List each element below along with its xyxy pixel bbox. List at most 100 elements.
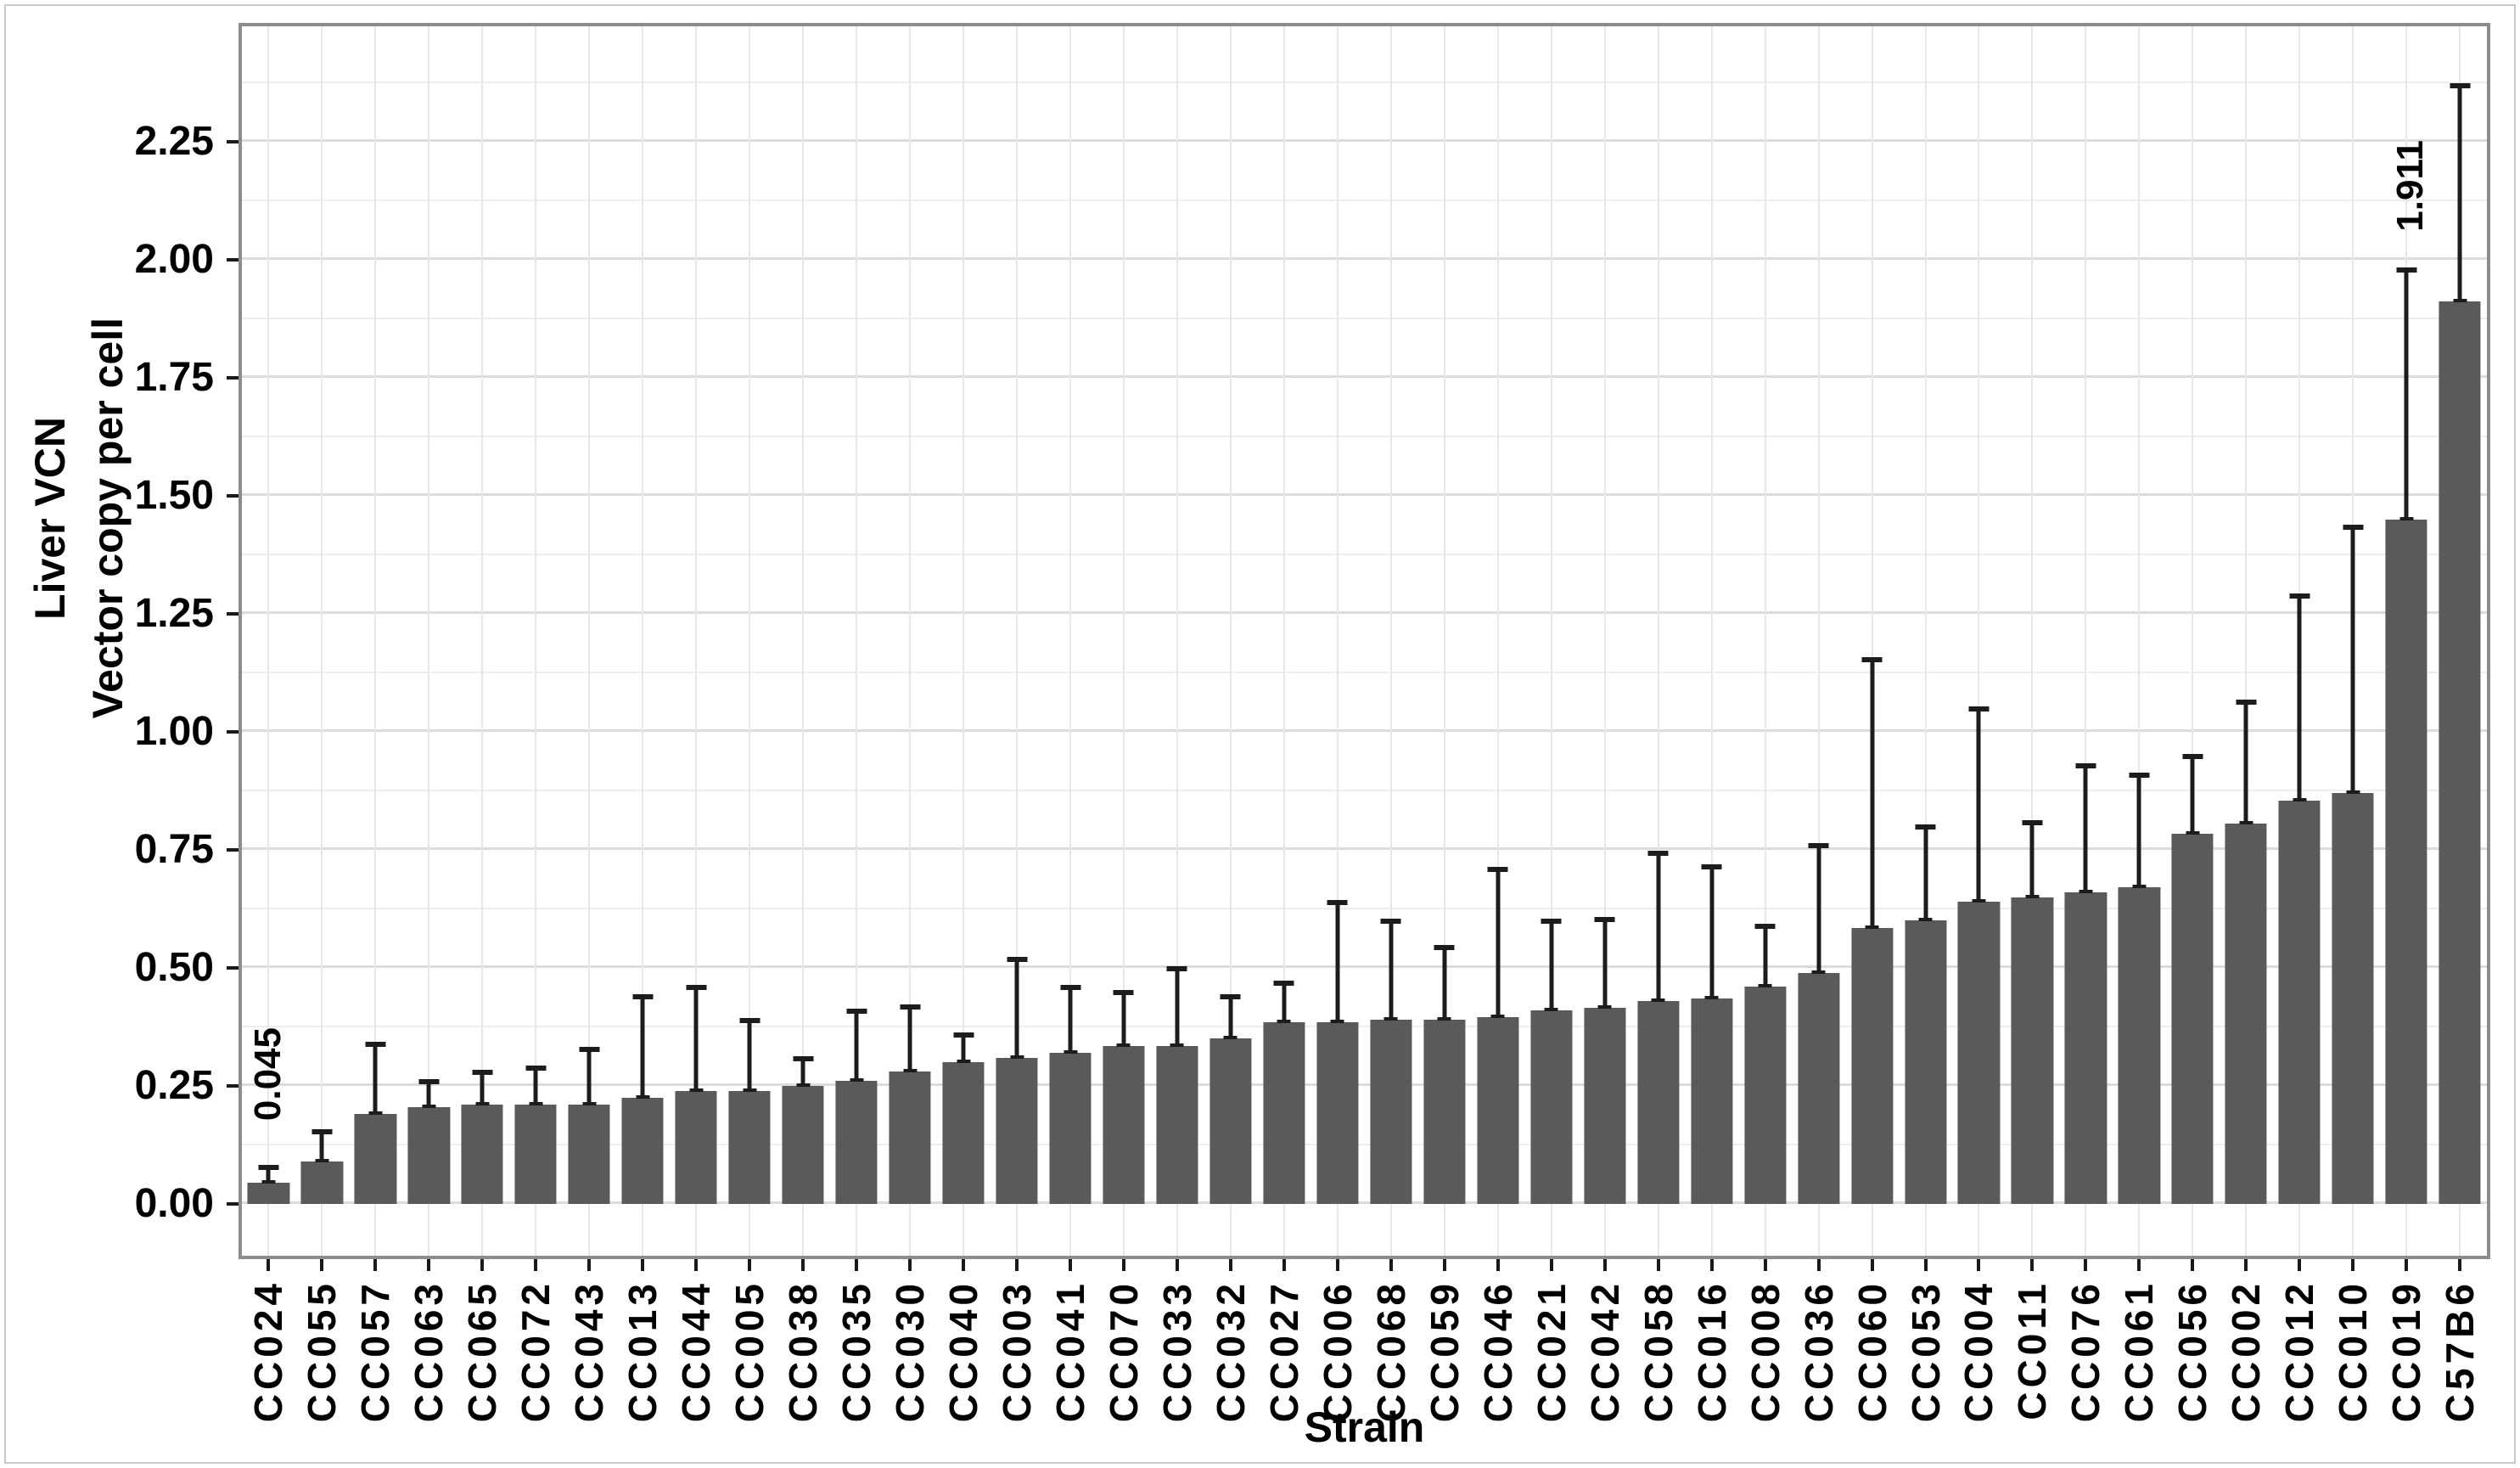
bar (1423, 1020, 1466, 1204)
x-tick-label: CC004 (1956, 1280, 2001, 1423)
error-bar-lower-cap (2453, 299, 2467, 303)
gridline-major (242, 257, 2487, 260)
error-bar-lower-cap (261, 1179, 276, 1184)
y-axis-title-line1: Liver VCN (26, 416, 74, 620)
x-tick-label: CC061 (2117, 1280, 2162, 1423)
y-tick (227, 730, 239, 734)
error-bar-cap (2396, 267, 2417, 273)
bar-slot: CC065 (456, 26, 509, 1422)
error-bar (311, 1128, 333, 1162)
vertical-gridline (1389, 26, 1392, 1256)
x-tick (1442, 1259, 1446, 1271)
x-tick-label: CC016 (1689, 1280, 1734, 1423)
bar (1744, 987, 1787, 1204)
error-bar (686, 985, 707, 1092)
error-bar-lower-cap (1330, 1019, 1344, 1023)
vertical-gridline (1978, 26, 1980, 1256)
bar-slot: CC076 (2059, 26, 2113, 1422)
vertical-gridline (1710, 26, 1713, 1256)
error-bar-lower-cap (422, 1105, 436, 1109)
x-tick-label: CC076 (2063, 1280, 2108, 1423)
y-tick (227, 848, 239, 852)
x-tick-label: CC030 (888, 1280, 933, 1423)
error-bar-lower-cap (1064, 1050, 1078, 1055)
error-bar (1701, 864, 1722, 1000)
bar (1584, 1008, 1626, 1204)
error-bar-lower-cap (2239, 821, 2253, 825)
error-bar (2396, 267, 2417, 520)
x-tick-label: CC046 (1475, 1280, 1520, 1423)
error-bar-cap (900, 1004, 921, 1010)
gridline-minor (242, 435, 2487, 437)
vertical-gridline (1817, 26, 1820, 1256)
bar (1477, 1017, 1519, 1204)
x-tick-label: CC021 (1529, 1280, 1574, 1423)
x-tick (1977, 1259, 1981, 1271)
x-tick-label: CC070 (1101, 1280, 1146, 1423)
error-bar-cap (739, 1018, 760, 1024)
error-bar (579, 1046, 600, 1106)
x-tick (1015, 1259, 1019, 1271)
bar-slot: CC013 (616, 26, 670, 1422)
error-bar-cap (1220, 994, 1241, 1000)
bar-slot: CC038 (777, 26, 830, 1422)
error-bar-lower-cap (2399, 516, 2414, 520)
vertical-gridline (1016, 26, 1019, 1256)
bar (2439, 301, 2481, 1204)
error-bar (1220, 994, 1241, 1040)
x-tick-label: CC057 (353, 1280, 398, 1423)
bar (1156, 1045, 1198, 1204)
bar-slot: CC035 (830, 26, 884, 1422)
bar (1637, 1000, 1680, 1204)
x-tick-label: CC033 (1154, 1280, 1199, 1423)
bar (1904, 920, 1947, 1204)
bar-slot: CC058 (1631, 26, 1685, 1422)
error-bar (365, 1041, 386, 1116)
vertical-gridline (1603, 26, 1606, 1256)
bar (996, 1057, 1038, 1204)
gridline-major (242, 375, 2487, 378)
x-tick (748, 1259, 752, 1271)
vertical-gridline (1764, 26, 1766, 1256)
x-tick-label: C57B6 (2438, 1280, 2483, 1423)
error-bar (2289, 593, 2310, 801)
bar (1957, 902, 2001, 1204)
error-bar (1113, 989, 1134, 1047)
vertical-gridline (2085, 26, 2087, 1256)
bar (2278, 800, 2321, 1204)
x-tick-label: CC019 (2384, 1280, 2429, 1423)
bar (354, 1114, 396, 1204)
error-bar-lower-cap (1223, 1036, 1238, 1040)
error-bar (2343, 525, 2364, 795)
bar (514, 1105, 557, 1204)
bar-slot: CC055 (295, 26, 349, 1422)
error-bar-lower-cap (903, 1069, 918, 1073)
bar (2332, 793, 2374, 1204)
x-tick-label: CC006 (1315, 1280, 1360, 1423)
bar-slot: CC010 (2326, 26, 2380, 1422)
x-tick-label: CC053 (1903, 1280, 1948, 1423)
x-tick-label: CC036 (1796, 1280, 1841, 1423)
x-tick-label: CC035 (834, 1280, 879, 1423)
bar-slot: CC008 (1738, 26, 1792, 1422)
x-tick (2191, 1259, 2195, 1271)
bar (728, 1090, 771, 1204)
x-tick-label: CC003 (995, 1280, 1040, 1423)
y-tick-label: 1.00 (134, 709, 214, 754)
bar-slot: CC068 (1364, 26, 1417, 1422)
y-tick-label: 1.25 (134, 591, 214, 636)
x-tick (2351, 1259, 2355, 1271)
bar-slot: CC043 (563, 26, 616, 1422)
vertical-gridline (1282, 26, 1285, 1256)
error-bar-lower-cap (1597, 1005, 1612, 1010)
bar-slot: CC004 (1952, 26, 2006, 1422)
y-tick-label: 2.00 (134, 237, 214, 282)
y-tick (227, 1202, 239, 1206)
error-bar (1647, 850, 1669, 1002)
bar-slot: CC003 (991, 26, 1044, 1422)
error-bar-cap (2075, 762, 2096, 768)
error-bar-lower-cap (2132, 885, 2147, 889)
error-bar-lower-cap (2346, 790, 2360, 795)
y-tick (227, 612, 239, 616)
x-tick (962, 1259, 966, 1271)
